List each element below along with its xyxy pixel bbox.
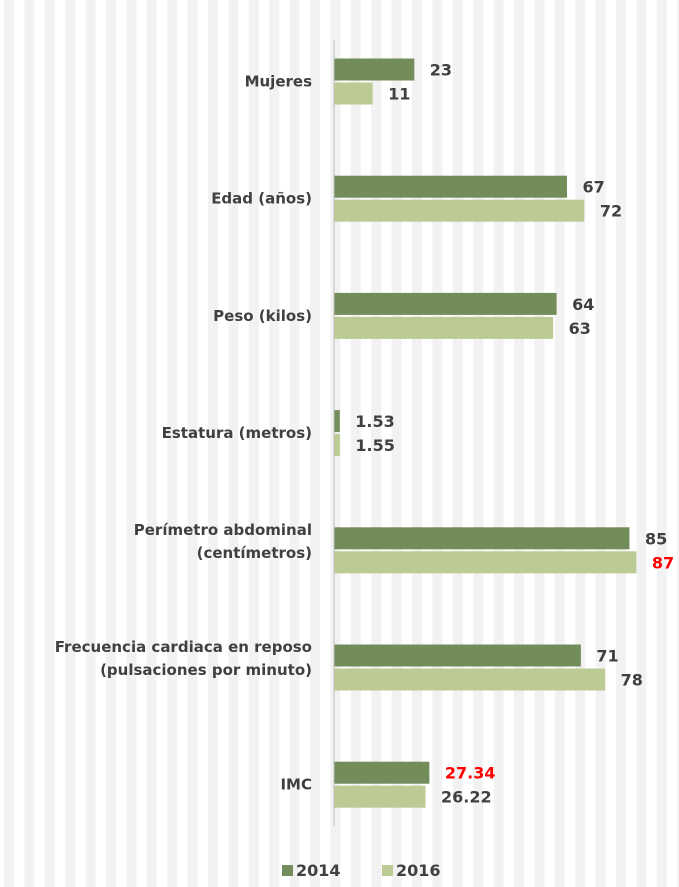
legend-swatch-2014 <box>282 865 293 876</box>
value-label-2014-0: 23 <box>430 61 452 80</box>
background-stripe <box>452 0 463 887</box>
bar-2016-2 <box>334 316 554 339</box>
bar-2016-0 <box>334 82 373 105</box>
background-stripe <box>616 0 626 887</box>
value-label-2014-6: 27.34 <box>445 764 496 783</box>
category-label: Perímetro abdominal <box>134 521 312 539</box>
bar-2014-6 <box>334 761 430 784</box>
background-stripe <box>432 0 443 887</box>
value-label-2016-1: 72 <box>600 202 622 221</box>
background-stripe <box>391 0 402 887</box>
category-label: Edad (años) <box>211 190 312 208</box>
background-stripe <box>208 0 218 887</box>
background-stripe <box>106 0 116 887</box>
bar-2016-1 <box>334 199 585 222</box>
bar-2016-6 <box>334 785 426 808</box>
bar-2014-4 <box>334 527 630 550</box>
category-label: IMC <box>280 776 312 794</box>
background-stripe <box>44 0 55 887</box>
background-stripe <box>248 0 259 887</box>
background-stripe <box>636 0 647 887</box>
bar-2016-3 <box>334 434 340 457</box>
background-stripe <box>554 0 565 887</box>
background-stripes <box>4 0 679 887</box>
legend-swatch-2016 <box>382 865 393 876</box>
background-stripe <box>289 0 300 887</box>
category-label: Estatura (metros) <box>162 424 312 442</box>
background-stripe <box>167 0 178 887</box>
category-labels: Mujeres Edad (años) Peso (kilos) Estatura (… <box>55 73 312 794</box>
value-label-2016-5: 78 <box>621 671 643 690</box>
background-stripe <box>24 0 35 887</box>
background-stripe <box>534 0 545 887</box>
background-stripe <box>228 0 239 887</box>
background-stripe <box>412 0 422 887</box>
bars <box>334 58 637 808</box>
background-stripe <box>473 0 484 887</box>
background-stripe <box>656 0 667 887</box>
bar-2014-1 <box>334 175 567 198</box>
value-label-2016-6: 26.22 <box>441 788 492 807</box>
legend-label-2016: 2016 <box>396 861 441 880</box>
background-stripe <box>85 0 96 887</box>
background-stripe <box>126 0 137 887</box>
background-stripe <box>575 0 586 887</box>
background-stripe <box>310 0 320 887</box>
value-label-2014-5: 71 <box>596 647 618 666</box>
category-label: (pulsaciones por minuto) <box>100 661 312 679</box>
bar-2014-5 <box>334 644 581 667</box>
background-stripe <box>4 0 14 887</box>
bar-2016-4 <box>334 551 637 574</box>
bar-2014-3 <box>334 410 340 433</box>
bar-2014-0 <box>334 58 415 81</box>
legend: 2014 2016 <box>282 861 441 880</box>
background-stripe <box>514 0 524 887</box>
legend-label-2014: 2014 <box>296 861 341 880</box>
background-stripe <box>493 0 504 887</box>
bar-2016-5 <box>334 668 606 691</box>
background-stripe <box>146 0 157 887</box>
category-label: Mujeres <box>245 73 312 91</box>
value-label-2016-0: 11 <box>388 85 410 104</box>
background-stripe <box>677 0 679 887</box>
background-stripe <box>65 0 76 887</box>
background-stripe <box>595 0 606 887</box>
background-stripe <box>269 0 280 887</box>
category-label: Frecuencia cardiaca en reposo <box>55 638 312 656</box>
bar-2014-2 <box>334 292 557 315</box>
value-label-2014-2: 64 <box>572 295 594 314</box>
value-label-2014-1: 67 <box>582 178 604 197</box>
category-label: (centímetros) <box>197 544 312 562</box>
background-stripe <box>350 0 361 887</box>
value-label-2016-4: 87 <box>652 553 674 572</box>
background-stripe <box>187 0 198 887</box>
category-label: Peso (kilos) <box>213 307 312 325</box>
value-label-2014-3: 1.53 <box>355 412 394 431</box>
background-stripe <box>371 0 382 887</box>
value-label-2014-4: 85 <box>645 529 667 548</box>
value-label-2016-2: 63 <box>569 319 591 338</box>
value-label-2016-3: 1.55 <box>355 436 394 455</box>
